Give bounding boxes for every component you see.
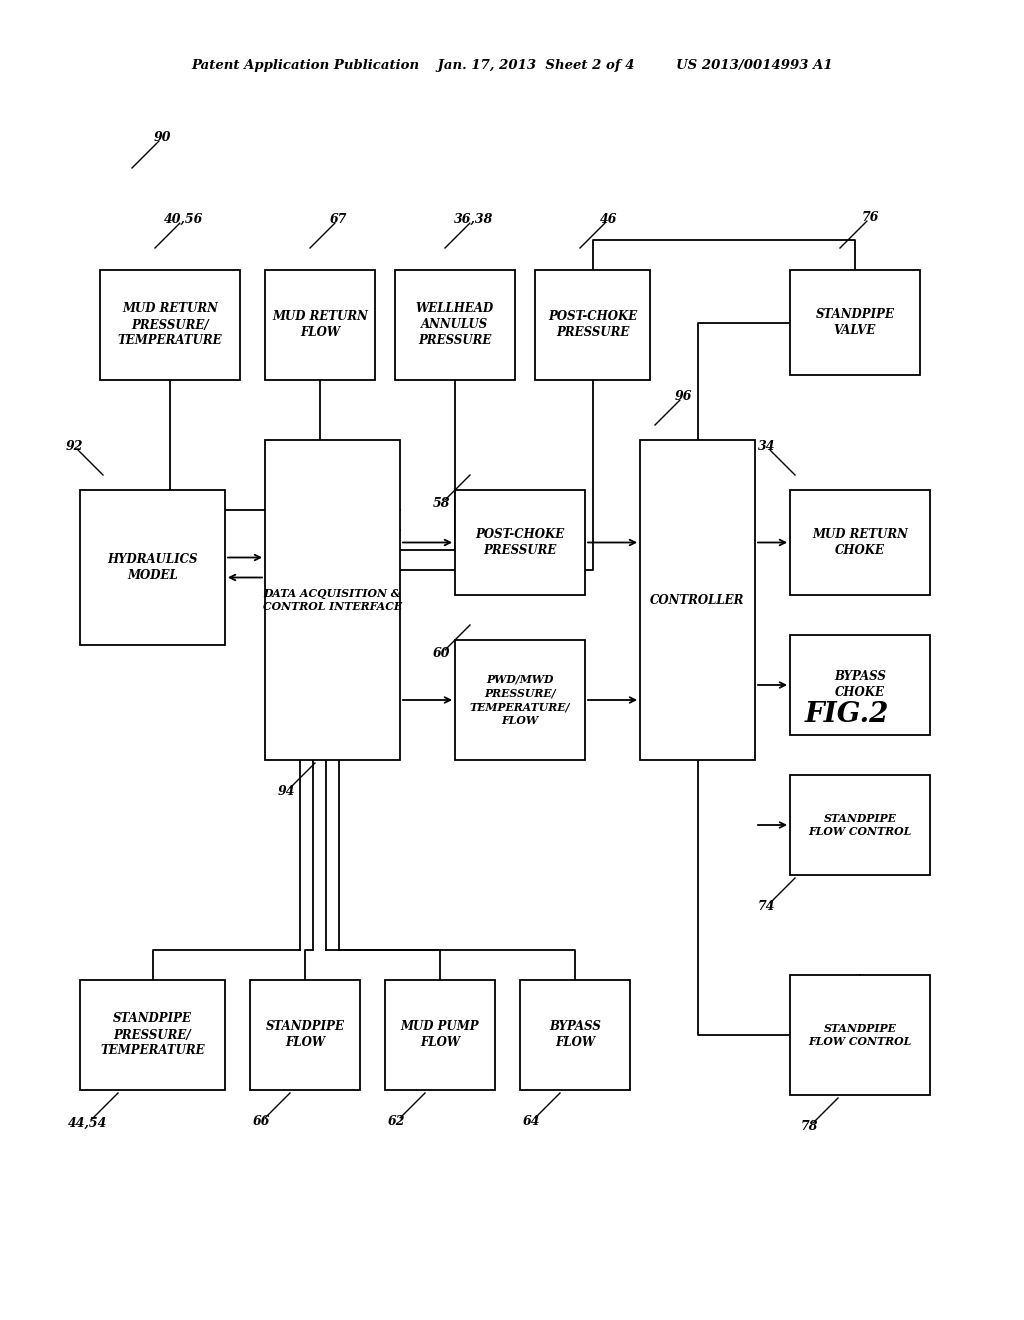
Bar — [790, 635, 930, 735]
Bar — [80, 979, 225, 1090]
Text: HYDRAULICS
MODEL: HYDRAULICS MODEL — [108, 553, 198, 582]
Text: DATA ACQUISITION &
CONTROL INTERFACE: DATA ACQUISITION & CONTROL INTERFACE — [263, 587, 402, 612]
Text: POST-CHOKE
PRESSURE: POST-CHOKE PRESSURE — [475, 528, 564, 557]
Text: 60: 60 — [433, 647, 451, 660]
Bar — [250, 979, 360, 1090]
Bar — [455, 640, 585, 760]
Text: MUD RETURN
CHOKE: MUD RETURN CHOKE — [812, 528, 908, 557]
Text: MUD RETURN
FLOW: MUD RETURN FLOW — [272, 310, 368, 339]
Text: 44,54: 44,54 — [68, 1117, 108, 1130]
Bar — [385, 979, 495, 1090]
Bar — [455, 490, 585, 595]
Text: 66: 66 — [253, 1115, 270, 1127]
Text: FIG.2: FIG.2 — [805, 701, 890, 729]
Bar — [100, 271, 240, 380]
Bar — [520, 979, 630, 1090]
Text: Patent Application Publication    Jan. 17, 2013  Sheet 2 of 4         US 2013/00: Patent Application Publication Jan. 17, … — [191, 58, 833, 71]
Text: 90: 90 — [154, 131, 171, 144]
Text: STANDPIPE
VALVE: STANDPIPE VALVE — [815, 308, 895, 337]
Bar — [80, 490, 225, 645]
Text: 94: 94 — [278, 785, 296, 797]
Text: CONTROLLER: CONTROLLER — [650, 594, 744, 606]
Bar — [395, 271, 515, 380]
Bar — [265, 440, 400, 760]
Text: POST-CHOKE
PRESSURE: POST-CHOKE PRESSURE — [548, 310, 637, 339]
Text: 58: 58 — [433, 496, 451, 510]
Bar — [265, 271, 375, 380]
Text: STANDPIPE
FLOW CONTROL: STANDPIPE FLOW CONTROL — [808, 813, 911, 837]
Text: 92: 92 — [66, 440, 84, 453]
Text: BYPASS
CHOKE: BYPASS CHOKE — [835, 671, 886, 700]
Text: MUD RETURN
PRESSURE/
TEMPERATURE: MUD RETURN PRESSURE/ TEMPERATURE — [118, 302, 222, 347]
Text: STANDPIPE
FLOW CONTROL: STANDPIPE FLOW CONTROL — [808, 1023, 911, 1047]
Text: 78: 78 — [801, 1119, 818, 1133]
Text: STANDPIPE
FLOW: STANDPIPE FLOW — [265, 1020, 344, 1049]
Text: STANDPIPE
PRESSURE/
TEMPERATURE: STANDPIPE PRESSURE/ TEMPERATURE — [100, 1012, 205, 1057]
Bar — [640, 440, 755, 760]
Text: 34: 34 — [758, 440, 775, 453]
Text: 62: 62 — [388, 1115, 406, 1127]
Bar — [790, 975, 930, 1096]
Text: WELLHEAD
ANNULUS
PRESSURE: WELLHEAD ANNULUS PRESSURE — [416, 302, 495, 347]
Bar — [535, 271, 650, 380]
Text: 67: 67 — [330, 214, 347, 226]
Text: 40,56: 40,56 — [164, 214, 203, 226]
Text: 96: 96 — [675, 391, 692, 403]
Text: MUD PUMP
FLOW: MUD PUMP FLOW — [400, 1020, 479, 1049]
Text: 74: 74 — [758, 900, 775, 913]
Text: 76: 76 — [861, 211, 880, 224]
Text: PWD/MWD
PRESSURE/
TEMPERATURE/
FLOW: PWD/MWD PRESSURE/ TEMPERATURE/ FLOW — [470, 675, 570, 726]
Text: BYPASS
FLOW: BYPASS FLOW — [549, 1020, 601, 1049]
Bar — [790, 775, 930, 875]
Bar — [790, 490, 930, 595]
Text: 36,38: 36,38 — [454, 214, 493, 226]
Bar — [790, 271, 920, 375]
Text: 46: 46 — [599, 214, 617, 226]
Text: 64: 64 — [523, 1115, 541, 1127]
